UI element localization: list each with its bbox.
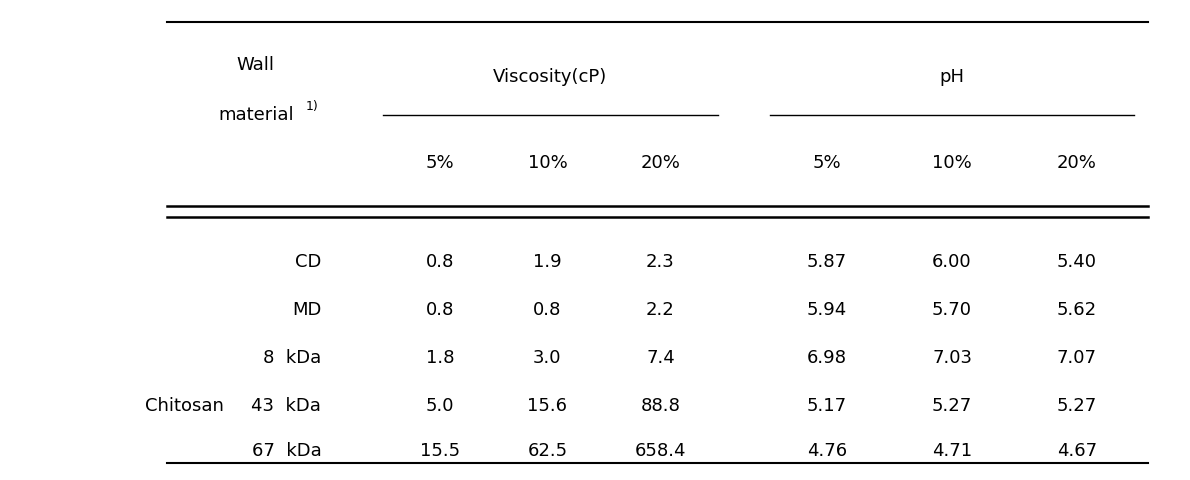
Text: 8  kDa: 8 kDa — [263, 348, 321, 367]
Text: 5.94: 5.94 — [807, 300, 847, 319]
Text: 4.67: 4.67 — [1057, 442, 1097, 460]
Text: 3.0: 3.0 — [533, 348, 562, 367]
Text: 20%: 20% — [1057, 154, 1097, 172]
Text: material: material — [218, 106, 294, 124]
Text: 10%: 10% — [527, 154, 568, 172]
Text: 5%: 5% — [426, 154, 455, 172]
Text: 7.07: 7.07 — [1057, 348, 1097, 367]
Text: 4.76: 4.76 — [807, 442, 847, 460]
Text: 2.2: 2.2 — [646, 300, 675, 319]
Text: 1): 1) — [306, 100, 319, 113]
Text: pH: pH — [939, 68, 965, 86]
Text: 5.62: 5.62 — [1057, 300, 1097, 319]
Text: 43  kDa: 43 kDa — [251, 396, 321, 415]
Text: 88.8: 88.8 — [640, 396, 681, 415]
Text: 0.8: 0.8 — [426, 300, 455, 319]
Text: CD: CD — [295, 252, 321, 271]
Text: 5.27: 5.27 — [932, 396, 972, 415]
Text: 4.71: 4.71 — [932, 442, 972, 460]
Text: 7.4: 7.4 — [646, 348, 675, 367]
Text: 2.3: 2.3 — [646, 252, 675, 271]
Text: MD: MD — [292, 300, 321, 319]
Text: 15.5: 15.5 — [420, 442, 461, 460]
Text: 20%: 20% — [640, 154, 681, 172]
Text: 0.8: 0.8 — [426, 252, 455, 271]
Text: 1.8: 1.8 — [426, 348, 455, 367]
Text: 62.5: 62.5 — [527, 442, 568, 460]
Text: Viscosity(cP): Viscosity(cP) — [493, 68, 608, 86]
Text: 5.27: 5.27 — [1057, 396, 1097, 415]
Text: 5.87: 5.87 — [807, 252, 847, 271]
Text: 5.0: 5.0 — [426, 396, 455, 415]
Text: 658.4: 658.4 — [634, 442, 687, 460]
Text: 6.00: 6.00 — [932, 252, 972, 271]
Text: Chitosan: Chitosan — [145, 396, 224, 415]
Text: 0.8: 0.8 — [533, 300, 562, 319]
Text: 6.98: 6.98 — [807, 348, 847, 367]
Text: 7.03: 7.03 — [932, 348, 972, 367]
Text: 5.17: 5.17 — [807, 396, 847, 415]
Text: 67  kDa: 67 kDa — [251, 442, 321, 460]
Text: 1.9: 1.9 — [533, 252, 562, 271]
Text: 5.40: 5.40 — [1057, 252, 1097, 271]
Text: 10%: 10% — [932, 154, 972, 172]
Text: 5%: 5% — [813, 154, 841, 172]
Text: 15.6: 15.6 — [527, 396, 568, 415]
Text: 5.70: 5.70 — [932, 300, 972, 319]
Text: Wall: Wall — [237, 56, 275, 74]
